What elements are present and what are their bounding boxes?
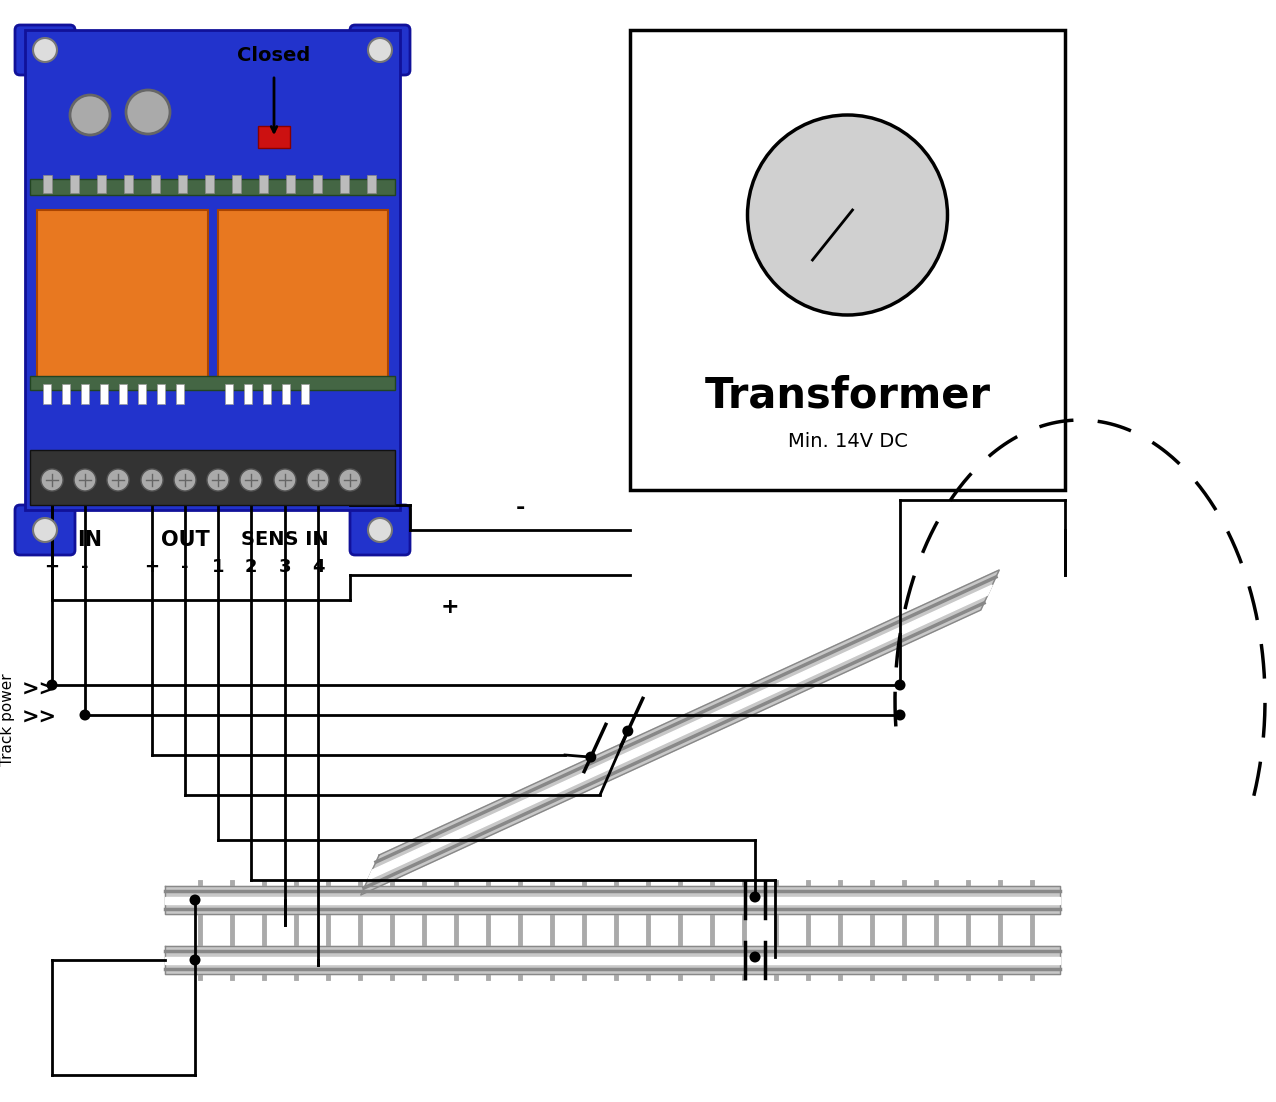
Bar xyxy=(259,175,268,193)
Circle shape xyxy=(367,518,392,542)
Bar xyxy=(100,383,108,404)
Circle shape xyxy=(339,469,361,491)
Circle shape xyxy=(894,680,906,691)
Bar xyxy=(244,383,251,404)
Bar xyxy=(217,210,388,385)
FancyBboxPatch shape xyxy=(15,505,75,555)
Bar xyxy=(176,383,184,404)
Text: -: - xyxy=(516,498,524,518)
Text: +: + xyxy=(45,558,60,576)
Polygon shape xyxy=(361,570,999,895)
Polygon shape xyxy=(165,957,1060,963)
Bar xyxy=(263,383,271,404)
Bar xyxy=(339,175,350,193)
Polygon shape xyxy=(165,897,1060,904)
Bar xyxy=(43,175,52,193)
Text: -: - xyxy=(82,558,89,576)
Text: SENS IN: SENS IN xyxy=(241,530,329,549)
Bar xyxy=(31,376,396,390)
Bar xyxy=(286,175,295,193)
Bar xyxy=(37,210,208,385)
Text: 3: 3 xyxy=(278,558,291,576)
Circle shape xyxy=(240,469,262,491)
Text: 4: 4 xyxy=(311,558,324,576)
Circle shape xyxy=(749,892,760,903)
Bar xyxy=(225,383,234,404)
Text: OUT: OUT xyxy=(161,530,209,550)
Circle shape xyxy=(174,469,197,491)
Circle shape xyxy=(33,37,57,62)
Bar xyxy=(232,175,241,193)
Circle shape xyxy=(749,951,760,962)
Bar xyxy=(205,175,214,193)
Bar xyxy=(26,30,399,510)
Text: >>: >> xyxy=(22,680,57,700)
Bar xyxy=(31,450,396,505)
Text: Track power: Track power xyxy=(0,673,15,766)
Bar xyxy=(177,175,188,193)
Bar xyxy=(70,175,79,193)
Circle shape xyxy=(33,518,57,542)
Text: >>: >> xyxy=(22,707,57,728)
Bar xyxy=(157,383,165,404)
Text: IN: IN xyxy=(78,530,102,550)
Text: +: + xyxy=(440,597,459,617)
Circle shape xyxy=(207,469,228,491)
Bar xyxy=(97,175,106,193)
Bar xyxy=(31,179,396,195)
Text: 1: 1 xyxy=(212,558,225,576)
Bar xyxy=(80,383,89,404)
Circle shape xyxy=(190,895,200,906)
Bar xyxy=(151,175,160,193)
Bar xyxy=(258,126,290,148)
Text: 2: 2 xyxy=(245,558,258,576)
Bar xyxy=(313,175,322,193)
Circle shape xyxy=(308,469,329,491)
FancyBboxPatch shape xyxy=(350,25,410,75)
Polygon shape xyxy=(165,946,1060,974)
Text: Min. 14V DC: Min. 14V DC xyxy=(787,432,907,451)
Text: +: + xyxy=(144,558,160,576)
Circle shape xyxy=(46,680,57,691)
Circle shape xyxy=(623,725,633,736)
FancyBboxPatch shape xyxy=(350,505,410,555)
Circle shape xyxy=(126,90,170,134)
Circle shape xyxy=(367,37,392,62)
Circle shape xyxy=(748,115,948,315)
Bar xyxy=(124,175,133,193)
Bar xyxy=(367,175,376,193)
Circle shape xyxy=(894,710,906,721)
FancyBboxPatch shape xyxy=(15,25,75,75)
Circle shape xyxy=(70,95,110,136)
Text: -: - xyxy=(181,558,189,576)
Bar xyxy=(63,383,70,404)
Circle shape xyxy=(586,752,596,763)
Polygon shape xyxy=(367,585,993,880)
Circle shape xyxy=(74,469,96,491)
Bar xyxy=(119,383,128,404)
Circle shape xyxy=(41,469,63,491)
Text: Closed: Closed xyxy=(237,46,310,65)
Bar xyxy=(630,30,1065,490)
Bar xyxy=(138,383,145,404)
Circle shape xyxy=(274,469,296,491)
Bar xyxy=(43,383,51,404)
Bar xyxy=(282,383,290,404)
Circle shape xyxy=(190,954,200,965)
Circle shape xyxy=(79,710,91,721)
Bar xyxy=(301,383,309,404)
Circle shape xyxy=(107,469,129,491)
Text: Transformer: Transformer xyxy=(704,375,990,417)
Circle shape xyxy=(142,469,163,491)
Polygon shape xyxy=(165,886,1060,914)
